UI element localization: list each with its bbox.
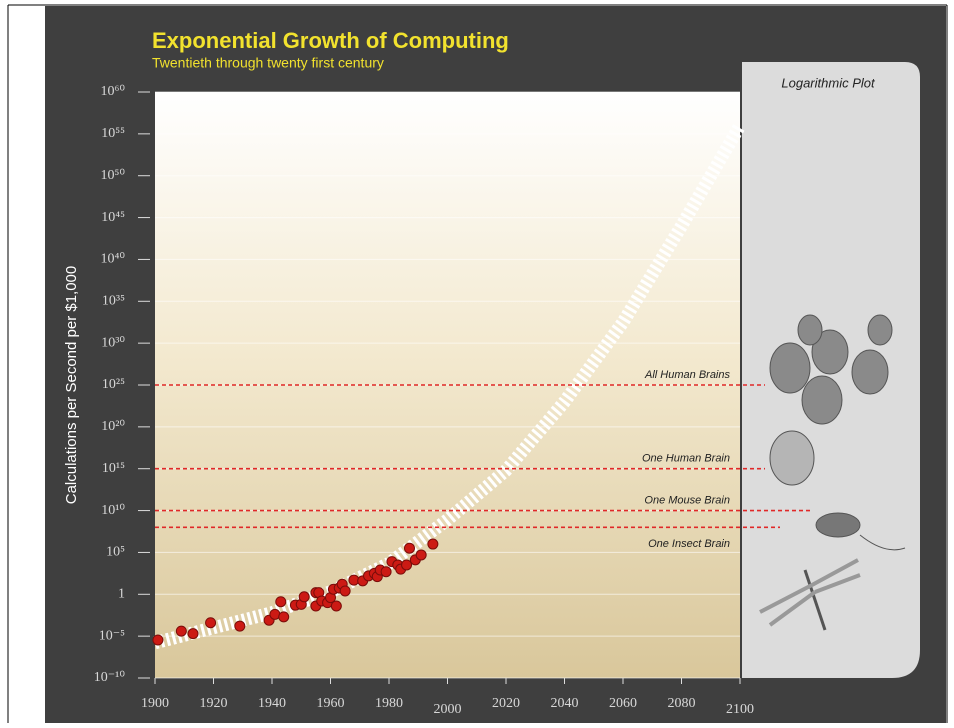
y-tick-label: 10¹⁰: [101, 503, 125, 518]
head-icon: [797, 314, 823, 346]
illustrations: [759, 314, 906, 631]
head-icon: [769, 342, 811, 394]
data-point: [275, 596, 287, 608]
y-tick-label: 10⁻⁵: [99, 628, 125, 643]
y-tick-label: 10³⁵: [102, 294, 125, 309]
y-tick-label: 1: [118, 587, 125, 602]
mouse-tail: [859, 534, 906, 551]
y-tick-label: 10¹⁵: [102, 461, 125, 476]
head-icon: [867, 314, 893, 346]
data-point: [401, 559, 413, 571]
x-tick-label: 1920: [200, 696, 228, 711]
y-axis-label: Calculations per Second per $1,000: [63, 266, 80, 505]
reference-label: One Mouse Brain: [644, 494, 730, 506]
data-point: [415, 549, 427, 561]
reference-label: One Insect Brain: [648, 538, 730, 550]
data-point: [278, 611, 290, 623]
x-tick-label: 2060: [609, 696, 637, 711]
dragonfly-wings: [759, 558, 861, 627]
x-tick-label: 2100: [726, 702, 754, 717]
y-tick-label: 10⁵⁰: [101, 168, 126, 183]
data-point: [380, 566, 392, 578]
y-tick-label: 10⁵: [106, 545, 125, 560]
x-tick-label: 2000: [434, 702, 462, 717]
y-tick-label: 10²⁵: [102, 377, 125, 392]
data-point: [330, 600, 342, 612]
data-point: [152, 634, 164, 646]
x-tick-label: 1940: [258, 696, 286, 711]
y-tick-label: 10²⁰: [101, 419, 125, 434]
y-tick-label: 10⁵⁵: [101, 126, 125, 141]
reference-label: All Human Brains: [644, 369, 730, 381]
dragonfly-body: [803, 569, 827, 631]
brain-head-icon: [769, 430, 815, 486]
x-tick-label: 1900: [141, 696, 169, 711]
y-tick-label: 10⁻¹⁰: [94, 670, 126, 685]
data-point: [187, 628, 199, 640]
x-tick-label: 2020: [492, 696, 520, 711]
chart-title: Exponential Growth of Computing: [152, 28, 509, 53]
x-tick-label: 2080: [668, 696, 696, 711]
y-tick-label: 10⁴⁰: [101, 252, 126, 267]
x-tick-label: 2040: [551, 696, 579, 711]
data-point: [175, 625, 187, 637]
x-tick-label: 1960: [317, 696, 345, 711]
data-point: [298, 591, 310, 603]
head-icon: [811, 329, 849, 375]
reference-label: One Human Brain: [642, 453, 730, 465]
head-icon: [851, 349, 889, 395]
data-point: [205, 617, 217, 629]
chart-subtitle: Twentieth through twenty first century: [152, 55, 384, 71]
data-point: [403, 542, 415, 554]
mouse-icon: [815, 512, 861, 538]
y-tick-label: 10⁶⁰: [101, 84, 126, 99]
y-tick-label: 10⁴⁵: [101, 210, 125, 225]
x-tick-label: 1980: [375, 696, 403, 711]
head-icon: [801, 375, 843, 425]
data-point: [339, 585, 351, 597]
data-point: [427, 538, 439, 550]
y-tick-label: 10³⁰: [101, 335, 125, 350]
data-point: [234, 620, 246, 632]
panel-label: Logarithmic Plot: [781, 75, 876, 90]
